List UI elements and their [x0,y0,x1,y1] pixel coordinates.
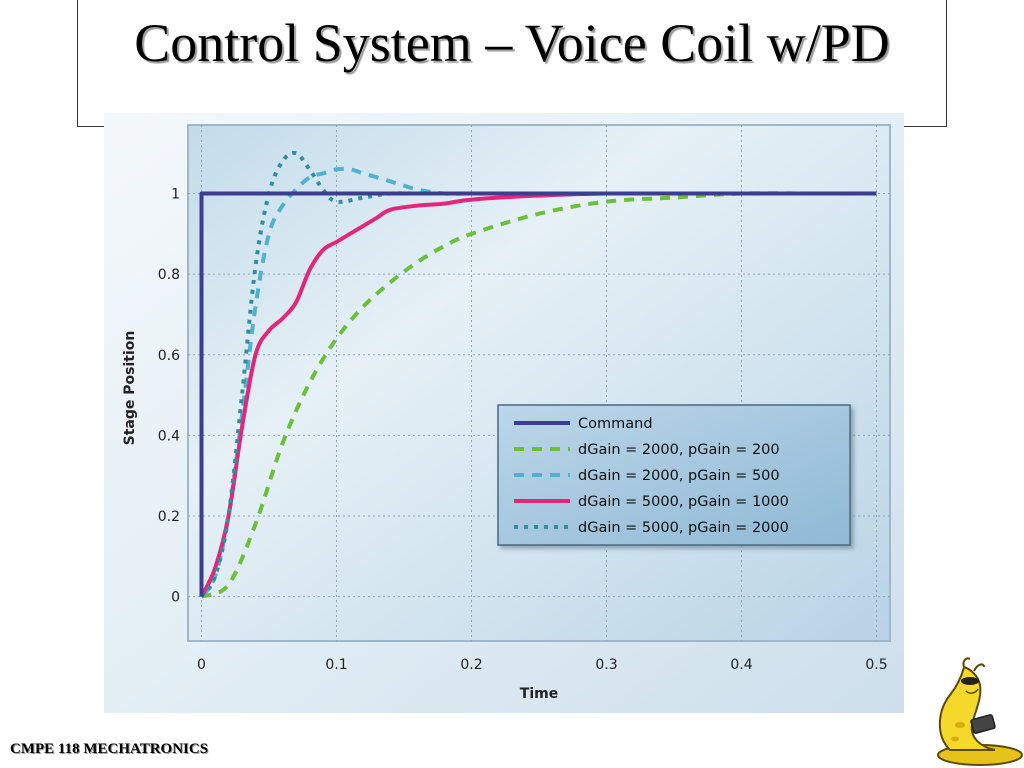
x-tick-label: 0.3 [595,657,617,673]
series-line-2 [200,191,877,599]
legend-label-3: dGain = 2000, pGain = 500 [578,468,780,484]
footer-text: CMPE 118 MECHATRONICS [10,741,209,757]
chart-svg: 0 0.1 0.2 0.3 0.4 0.5 0 0.2 0.4 0.6 0.8 1 Time Stage … [104,113,904,713]
x-tick-label: 0 [197,657,206,673]
x-tick-label: 0.4 [730,657,752,673]
legend: Command dGain = 2000, pGain = 200 dGain = … [497,404,851,546]
y-tick-label: 0.4 [158,428,180,444]
banana-slug-mascot-icon [937,657,1023,766]
slide-title: Control System – Voice Coil w/PD [134,13,890,73]
legend-label-2: dGain = 2000, pGain = 200 [578,442,780,458]
plot-area [187,124,891,642]
y-tick-label: 0.2 [158,509,180,525]
y-tick-label: 1 [171,187,180,203]
x-tick-label: 0.5 [865,657,887,673]
x-tick-label: 0.1 [325,657,347,673]
y-tick-label: 0 [171,590,180,606]
y-tick-label: 0.6 [158,348,180,364]
legend-label-4: dGain = 5000, pGain = 1000 [578,494,789,510]
y-tick-label: 0.8 [158,267,180,283]
chart: 0 0.1 0.2 0.3 0.4 0.5 0 0.2 0.4 0.6 0.8 1 Time Stage … [104,113,904,713]
title-box: Control System – Voice Coil w/PD [77,0,947,127]
series-line-1 [199,191,877,597]
legend-label-5: dGain = 5000, pGain = 2000 [578,520,789,536]
legend-label-1: Command [578,416,653,432]
x-tick-label: 0.2 [460,657,482,673]
x-axis-label: Time [520,686,558,702]
y-axis-label: Stage Position [122,331,138,446]
